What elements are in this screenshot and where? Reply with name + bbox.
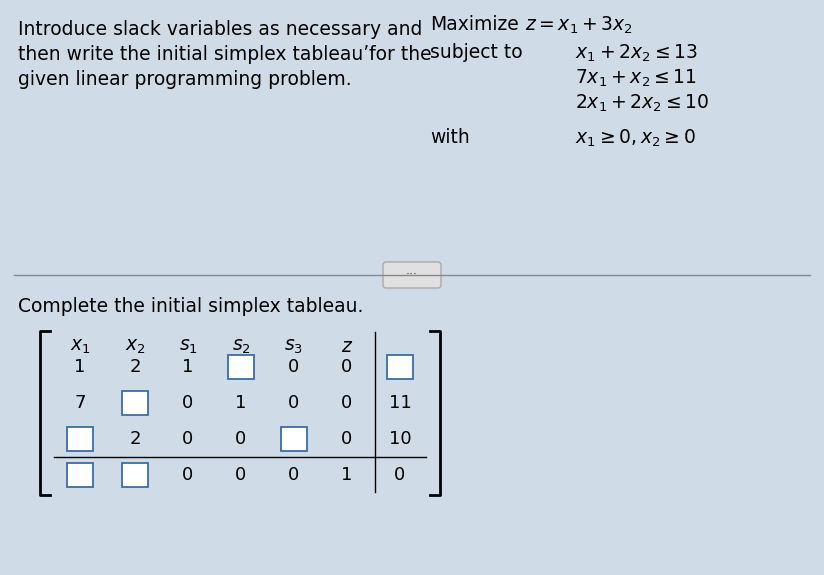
Text: $7x_1 + x_2 \leq 11$: $7x_1 + x_2 \leq 11$ (575, 68, 697, 89)
Text: $s_2$: $s_2$ (232, 337, 250, 356)
Text: 0: 0 (236, 430, 246, 448)
Text: 0: 0 (288, 358, 300, 376)
Text: 0: 0 (288, 466, 300, 484)
Text: $2x_1 + 2x_2 \leq 10$: $2x_1 + 2x_2 \leq 10$ (575, 93, 709, 114)
Bar (122, 463, 148, 487)
Text: $s_3$: $s_3$ (284, 337, 303, 356)
Text: $x_2$: $x_2$ (124, 337, 145, 356)
Text: 0: 0 (182, 394, 194, 412)
Text: subject to: subject to (430, 43, 522, 62)
Text: Introduce slack variables as necessary and: Introduce slack variables as necessary a… (18, 20, 423, 39)
Text: 10: 10 (389, 430, 411, 448)
Text: 0: 0 (236, 466, 246, 484)
Text: $s_1$: $s_1$ (179, 337, 198, 356)
Text: 0: 0 (182, 466, 194, 484)
Text: 0: 0 (341, 430, 353, 448)
Text: 1: 1 (74, 358, 86, 376)
Text: $z = x_1 + 3x_2$: $z = x_1 + 3x_2$ (525, 15, 633, 36)
Text: $x_1 + 2x_2 \leq 13$: $x_1 + 2x_2 \leq 13$ (575, 43, 698, 64)
Bar (281, 427, 307, 451)
Text: Maximize: Maximize (430, 15, 519, 34)
Text: with: with (430, 128, 470, 147)
FancyBboxPatch shape (383, 262, 441, 288)
Text: $z$: $z$ (341, 337, 353, 356)
Text: 0: 0 (182, 430, 194, 448)
Text: 1: 1 (236, 394, 246, 412)
Text: $x_1 \geq 0, x_2 \geq 0$: $x_1 \geq 0, x_2 \geq 0$ (575, 128, 695, 150)
Text: 1: 1 (341, 466, 353, 484)
Text: 7: 7 (74, 394, 86, 412)
Text: given linear programming problem.: given linear programming problem. (18, 70, 352, 89)
Bar (67, 427, 93, 451)
Text: 0: 0 (395, 466, 405, 484)
Text: 1: 1 (182, 358, 194, 376)
Text: 2: 2 (129, 430, 141, 448)
Text: 0: 0 (341, 394, 353, 412)
Text: $x_1$: $x_1$ (70, 337, 91, 356)
Text: Complete the initial simplex tableau.: Complete the initial simplex tableau. (18, 297, 363, 316)
Text: 0: 0 (288, 394, 300, 412)
Bar (228, 355, 254, 379)
Text: 2: 2 (129, 358, 141, 376)
Text: 11: 11 (389, 394, 411, 412)
Bar (67, 463, 93, 487)
Text: ···: ··· (406, 269, 418, 282)
Text: 0: 0 (341, 358, 353, 376)
Bar (387, 355, 413, 379)
Bar (122, 391, 148, 415)
Text: then write the initial simplex tableauʼfor the: then write the initial simplex tableauʼf… (18, 45, 432, 64)
